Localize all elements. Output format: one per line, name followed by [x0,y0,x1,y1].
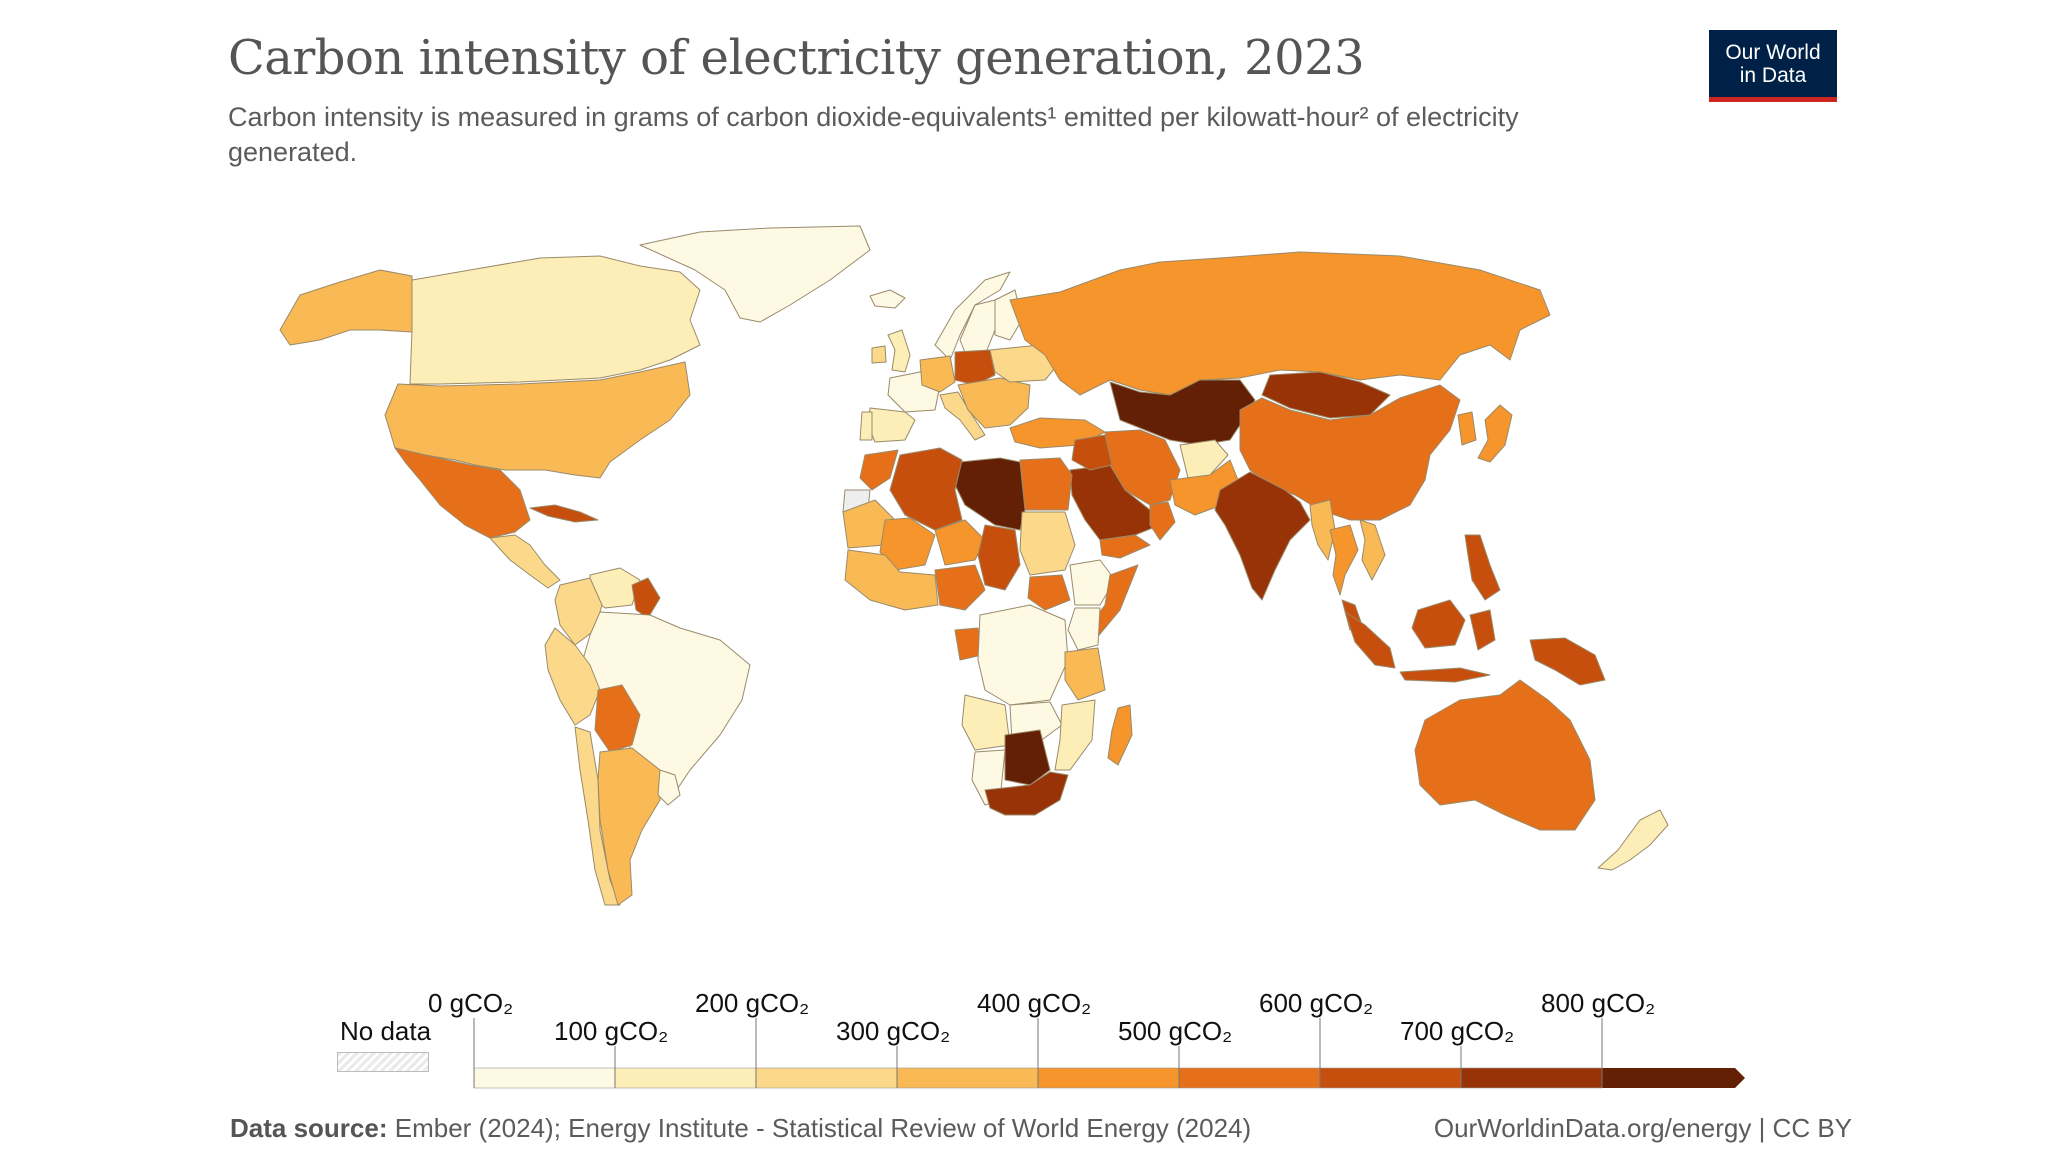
region-botswana[interactable] [1004,729,1051,786]
region-indonesia[interactable] [1344,599,1496,683]
region-iraq[interactable] [1071,434,1113,471]
region-mexico[interactable] [394,447,531,539]
region-kenya[interactable] [1067,607,1101,651]
legend-bin->800[interactable] [1602,1068,1745,1088]
legend-tick-200: 200 gCO₂ [695,988,810,1018]
legend-bin-700-800[interactable] [1460,1067,1603,1089]
region-colombia[interactable] [554,577,603,646]
region-myanmar[interactable] [1309,499,1336,561]
footer-credit: OurWorldinData.org/energy | CC BY [1434,1113,1852,1144]
region-dr-congo[interactable] [977,604,1069,706]
region-russia[interactable] [1009,251,1551,396]
region-iceland[interactable] [869,289,906,309]
region-alaska[interactable] [279,269,413,346]
chart-subtitle: Carbon intensity is measured in grams of… [228,102,1519,167]
region-sudan[interactable] [1019,511,1076,576]
legend-tick-500: 500 gCO₂ [1118,1016,1233,1046]
logo-line-1: Our World [1725,41,1821,64]
owid-logo[interactable]: Our World in Data [1709,30,1837,102]
region-madagascar[interactable] [1107,704,1133,766]
region-norway[interactable] [934,271,1011,361]
region-thailand[interactable] [1329,524,1359,596]
region-portugal[interactable] [859,411,873,441]
legend-bin-200-300[interactable] [755,1067,898,1089]
region-united-kingdom[interactable] [887,329,911,373]
region-saudi-arabia[interactable] [1069,464,1161,541]
region-uruguay[interactable] [657,769,681,806]
region-south-africa[interactable] [984,771,1069,816]
legend-tick-700: 700 gCO₂ [1400,1016,1515,1046]
region-japan[interactable] [1477,404,1513,463]
chart-title: Carbon intensity of electricity generati… [228,30,1365,86]
legend-bin-100-200[interactable] [614,1067,757,1089]
region-nigeria[interactable] [934,564,986,611]
footer-url[interactable]: OurWorldinData.org/energy [1433,1113,1752,1143]
region-mali[interactable] [879,517,936,571]
region-guyana[interactable] [631,577,661,619]
region-argentina[interactable] [597,747,661,906]
region-angola[interactable] [961,694,1011,751]
region-papua-new-guinea[interactable] [1529,637,1606,686]
region-libya[interactable] [954,457,1026,531]
region-india[interactable] [1214,471,1311,601]
region-cuba[interactable] [529,504,599,523]
legend-no-data-swatch [337,1052,429,1072]
legend-tick-100: 100 gCO₂ [554,1016,669,1046]
region-afghanistan[interactable] [1179,439,1229,479]
region-mozambique[interactable] [1054,699,1096,771]
region-oman[interactable] [1149,501,1176,541]
region-chad[interactable] [977,524,1021,591]
region-new-zealand[interactable] [1597,809,1669,871]
legend-bin-600-700[interactable] [1319,1067,1462,1089]
region-philippines[interactable] [1464,534,1501,601]
legend-tick-600: 600 gCO₂ [1259,988,1374,1018]
data-source-text: Ember (2024); Energy Institute - Statist… [394,1113,1252,1143]
region-west-africa-coast[interactable] [844,549,939,611]
legend-tick-300: 300 gCO₂ [836,1016,951,1046]
region-bolivia[interactable] [594,684,641,753]
region-central-america[interactable] [489,534,561,589]
data-source-label: Data source: [230,1113,388,1143]
region-italy[interactable] [939,391,986,441]
region-south-sudan[interactable] [1027,574,1071,611]
region-peru[interactable] [544,627,601,726]
footer-license[interactable]: | CC BY [1758,1113,1852,1143]
region-yemen[interactable] [1099,534,1151,559]
region-germany[interactable] [919,355,956,393]
logo-line-2: in Data [1739,64,1807,87]
region-morocco[interactable] [859,449,899,491]
region-greenland[interactable] [639,225,871,323]
legend-no-data-label: No data [340,1016,432,1046]
data-source: Data source: Ember (2024); Energy Instit… [230,1113,1251,1144]
region-australia[interactable] [1414,679,1596,831]
legend-tick-800: 800 gCO₂ [1541,988,1656,1018]
legend-bin-400-500[interactable] [1037,1067,1180,1089]
region-vietnam[interactable] [1359,519,1386,581]
region-algeria[interactable] [889,447,963,531]
legend-tick-0: 0 gCO₂ [428,988,514,1018]
region-chile[interactable] [574,726,621,906]
legend-bin-0-100[interactable] [473,1067,616,1089]
legend-tick-400: 400 gCO₂ [977,988,1092,1018]
region-tanzania[interactable] [1064,647,1106,701]
region-ireland[interactable] [871,345,887,364]
legend-bin-300-400[interactable] [896,1067,1039,1089]
region-korea[interactable] [1457,411,1477,446]
region-canada[interactable] [394,255,701,385]
legend-bin-500-600[interactable] [1178,1067,1321,1089]
